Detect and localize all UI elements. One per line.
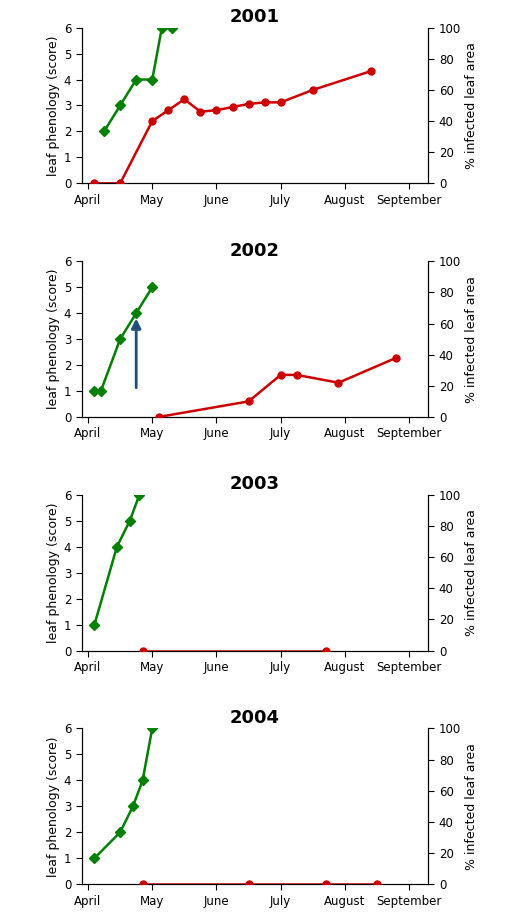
Y-axis label: leaf phenology (score): leaf phenology (score) bbox=[46, 736, 60, 877]
Title: 2003: 2003 bbox=[230, 475, 279, 494]
Title: 2004: 2004 bbox=[230, 709, 279, 727]
Title: 2001: 2001 bbox=[230, 8, 279, 26]
Y-axis label: % infected leaf area: % infected leaf area bbox=[464, 743, 477, 869]
Y-axis label: leaf phenology (score): leaf phenology (score) bbox=[46, 269, 60, 409]
Y-axis label: % infected leaf area: % infected leaf area bbox=[464, 509, 477, 636]
Title: 2002: 2002 bbox=[230, 241, 279, 260]
Y-axis label: % infected leaf area: % infected leaf area bbox=[464, 42, 477, 169]
Y-axis label: % infected leaf area: % infected leaf area bbox=[464, 275, 477, 402]
Y-axis label: leaf phenology (score): leaf phenology (score) bbox=[46, 35, 60, 176]
Y-axis label: leaf phenology (score): leaf phenology (score) bbox=[46, 503, 60, 643]
